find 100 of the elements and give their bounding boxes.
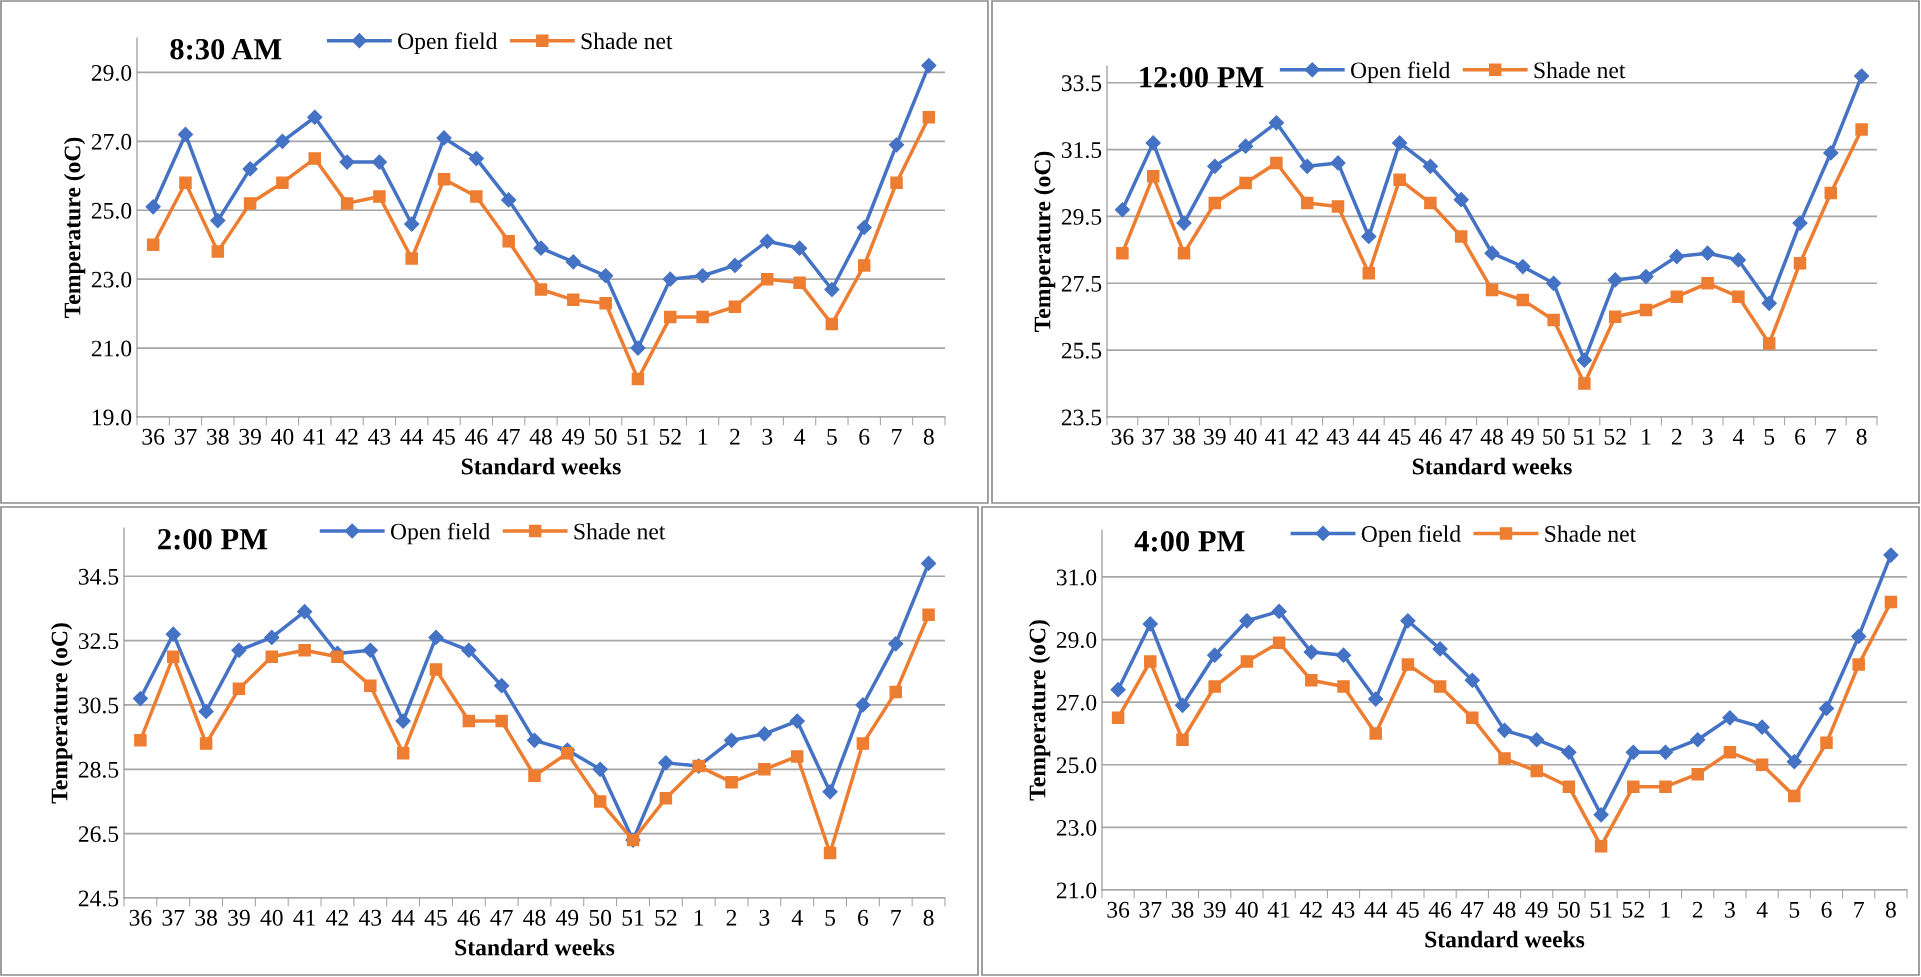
x-tick-label: 6 bbox=[858, 909, 869, 926]
x-tick-label: 47 bbox=[490, 909, 513, 926]
x-tick-label: 44 bbox=[400, 428, 424, 445]
y-tick-label: 24.5 bbox=[78, 890, 119, 907]
y-tick-label: 28.5 bbox=[78, 761, 119, 778]
x-axis-title: Standard weeks bbox=[1412, 457, 1572, 475]
x-tick-label: 38 bbox=[1171, 901, 1194, 918]
x-tick-label: 46 bbox=[1428, 901, 1452, 918]
y-tick-label: 33.5 bbox=[1061, 75, 1102, 92]
y-tick-label: 29.0 bbox=[1056, 632, 1097, 649]
x-tick-label: 46 bbox=[465, 428, 488, 445]
x-tick-label: 7 bbox=[1826, 429, 1837, 445]
x-tick-label: 2 bbox=[1671, 428, 1682, 445]
x-tick-label: 52 bbox=[659, 428, 681, 445]
y-axis-title: Temperature (oC) bbox=[50, 623, 73, 804]
x-tick-label: 5 bbox=[825, 910, 836, 926]
legend-label: Open field bbox=[1361, 525, 1461, 547]
x-tick-label: 6 bbox=[1821, 901, 1832, 918]
x-tick-label: 2 bbox=[726, 909, 737, 926]
x-tick-label: 36 bbox=[129, 909, 152, 926]
y-tick-label: 29.0 bbox=[91, 64, 132, 81]
x-tick-label: 36 bbox=[142, 428, 165, 445]
x-tick-label: 38 bbox=[195, 909, 218, 926]
y-tick-label: 21.0 bbox=[1056, 882, 1097, 899]
y-tick-label: 25.5 bbox=[1061, 342, 1102, 359]
x-tick-label: 41 bbox=[303, 428, 326, 445]
x-tick-label: 47 bbox=[1460, 901, 1484, 918]
x-tick-label: 45 bbox=[1396, 901, 1419, 918]
x-tick-label: 52 bbox=[1622, 901, 1644, 918]
legend-label: Shade net bbox=[581, 32, 673, 50]
chart-title: 2:00 PM bbox=[158, 528, 268, 550]
y-tick-label: 27.0 bbox=[91, 133, 132, 150]
x-tick-label: 38 bbox=[1173, 428, 1195, 445]
x-tick-label: 50 bbox=[1558, 901, 1580, 918]
x-tick-label: 39 bbox=[239, 428, 261, 445]
x-tick-label: 40 bbox=[1235, 901, 1258, 918]
x-tick-label: 6 bbox=[1795, 428, 1806, 445]
y-tick-label: 31.0 bbox=[1056, 569, 1097, 586]
x-tick-label: 36 bbox=[1111, 428, 1134, 445]
x-axis-title: Standard weeks bbox=[1425, 930, 1585, 948]
y-tick-label: 23.0 bbox=[91, 271, 132, 288]
y-tick-label: 30.5 bbox=[78, 697, 119, 714]
x-tick-label: 1 bbox=[1642, 428, 1651, 445]
x-tick-label: 8 bbox=[923, 909, 934, 926]
x-tick-label: 49 bbox=[1525, 901, 1548, 918]
x-tick-label: 44 bbox=[1357, 428, 1381, 445]
x-tick-label: 8 bbox=[1885, 901, 1896, 918]
x-tick-label: 3 bbox=[1702, 428, 1713, 445]
x-tick-label: 39 bbox=[228, 909, 250, 926]
x-tick-label: 1 bbox=[698, 428, 708, 445]
x-tick-label: 51 bbox=[1573, 428, 1595, 445]
legend-label: Open field bbox=[390, 522, 491, 545]
chart-title: 12:00 PM bbox=[1140, 66, 1264, 88]
x-tick-label: 47 bbox=[1449, 428, 1473, 445]
x-tick-label: 52 bbox=[1604, 428, 1626, 445]
legend-label: Shade net bbox=[1545, 525, 1637, 542]
x-tick-label: 45 bbox=[424, 909, 447, 926]
x-tick-label: 3 bbox=[759, 909, 770, 926]
x-tick-label: 4 bbox=[1732, 428, 1744, 445]
y-tick-label: 21.0 bbox=[91, 340, 132, 357]
x-tick-label: 41 bbox=[1265, 428, 1287, 445]
y-tick-label: 32.5 bbox=[78, 633, 119, 650]
x-tick-label: 44 bbox=[391, 909, 415, 926]
x-tick-label: 43 bbox=[1326, 428, 1349, 445]
x-tick-label: 48 bbox=[1493, 901, 1516, 918]
x-tick-label: 48 bbox=[529, 428, 552, 445]
x-tick-label: 48 bbox=[1480, 428, 1503, 445]
x-tick-label: 37 bbox=[1139, 901, 1162, 918]
x-tick-label: 6 bbox=[859, 428, 870, 445]
x-tick-label: 51 bbox=[1590, 901, 1612, 918]
x-tick-label: 5 bbox=[1789, 902, 1800, 918]
x-tick-label: 5 bbox=[1764, 429, 1775, 445]
x-tick-label: 1 bbox=[1661, 901, 1670, 918]
legend-label: Open field bbox=[398, 32, 498, 54]
legend-label: Shade net bbox=[574, 522, 666, 540]
x-tick-label: 3 bbox=[1725, 901, 1735, 918]
x-tick-label: 4 bbox=[1756, 901, 1768, 918]
x-tick-label: 50 bbox=[1543, 428, 1565, 445]
x-tick-label: 8 bbox=[923, 428, 934, 445]
x-tick-label: 45 bbox=[1388, 428, 1411, 445]
x-tick-label: 37 bbox=[162, 909, 185, 926]
x-tick-label: 5 bbox=[827, 429, 837, 445]
x-tick-label: 7 bbox=[1854, 902, 1864, 918]
x-tick-label: 41 bbox=[293, 909, 316, 926]
x-tick-label: 8 bbox=[1856, 428, 1867, 445]
x-tick-label: 2 bbox=[1692, 901, 1703, 918]
x-tick-label: 36 bbox=[1107, 901, 1130, 918]
y-tick-label: 29.5 bbox=[1061, 208, 1102, 225]
x-tick-label: 40 bbox=[271, 428, 294, 445]
x-tick-label: 48 bbox=[523, 909, 546, 926]
chart-title: 8:30 AM bbox=[170, 38, 282, 60]
y-tick-label: 27.0 bbox=[1056, 694, 1097, 711]
x-tick-label: 49 bbox=[561, 428, 585, 445]
x-axis-title: Standard weeks bbox=[461, 457, 621, 475]
x-tick-label: 42 bbox=[326, 909, 348, 926]
y-tick-label: 34.5 bbox=[78, 568, 119, 585]
x-tick-label: 47 bbox=[497, 428, 520, 445]
y-tick-label: 31.5 bbox=[1061, 142, 1102, 159]
x-tick-label: 41 bbox=[1267, 901, 1290, 918]
y-tick-label: 27.5 bbox=[1061, 275, 1102, 292]
